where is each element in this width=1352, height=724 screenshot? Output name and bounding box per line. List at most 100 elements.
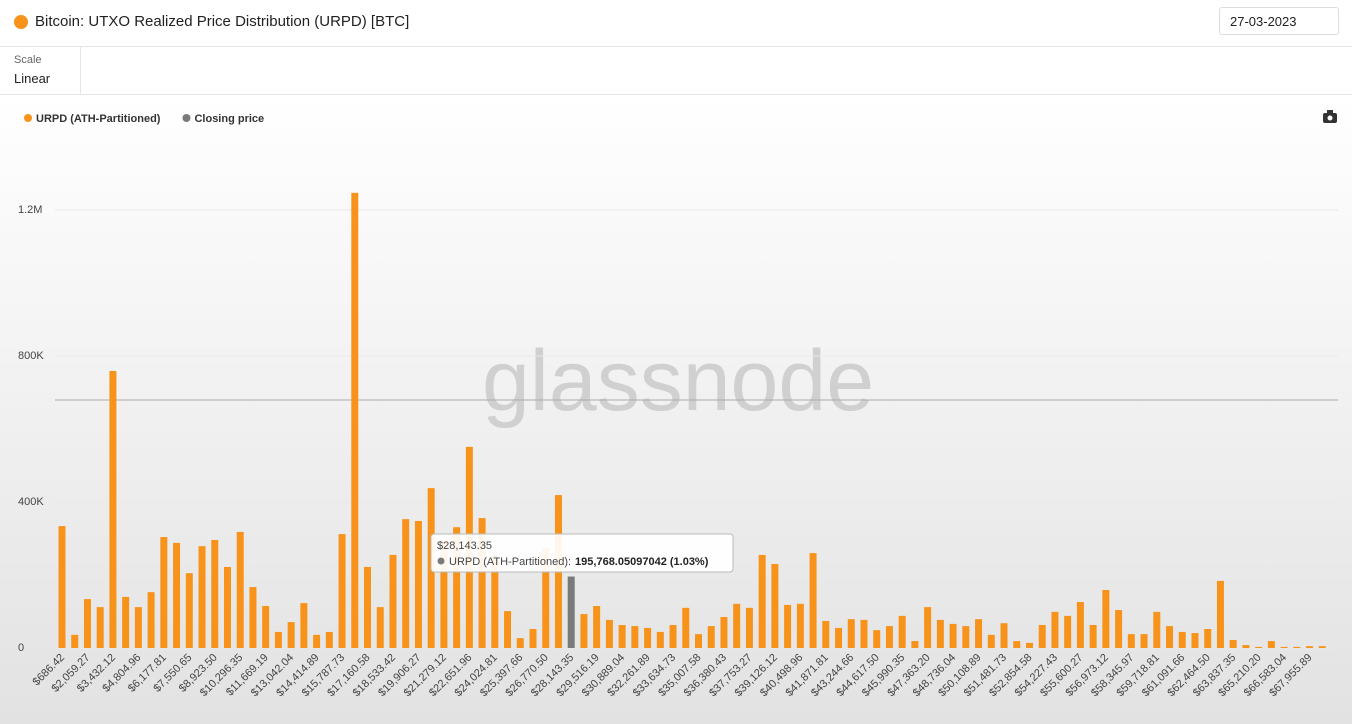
scale-label: Scale — [14, 54, 42, 66]
bar — [707, 626, 715, 648]
tooltip-series: URPD (ATH-Partitioned): — [449, 556, 571, 568]
bar — [389, 554, 397, 648]
scale-selector[interactable]: Scale Linear — [0, 47, 81, 94]
bar — [771, 564, 779, 648]
bar — [516, 638, 524, 648]
bar — [860, 619, 868, 648]
y-tick-label: 800K — [18, 350, 44, 362]
bar — [236, 531, 244, 648]
bar — [1038, 625, 1046, 648]
bar — [1140, 634, 1148, 648]
bar — [198, 546, 206, 648]
bar — [376, 607, 384, 648]
bar — [1318, 646, 1326, 648]
bar — [1025, 642, 1033, 648]
bar — [733, 603, 741, 648]
bar — [1115, 610, 1123, 648]
bar — [1178, 631, 1186, 648]
bar — [936, 619, 944, 648]
bar — [1051, 611, 1059, 648]
camera-icon[interactable] — [1323, 110, 1337, 123]
bar — [414, 520, 422, 648]
bar — [122, 596, 130, 648]
bar — [745, 607, 753, 648]
bar — [262, 606, 270, 648]
bar — [1229, 639, 1237, 648]
btc-logo — [14, 15, 28, 29]
legend-label: URPD (ATH-Partitioned) — [36, 113, 161, 125]
y-tick-label: 400K — [18, 496, 44, 508]
bar — [83, 599, 91, 648]
bar — [1267, 641, 1275, 648]
y-tick-label: 0 — [18, 642, 24, 654]
bar — [873, 630, 881, 648]
bar — [695, 634, 702, 648]
bar — [593, 606, 601, 648]
bar — [440, 539, 448, 648]
bar — [847, 619, 855, 648]
bar — [1000, 623, 1008, 648]
legend-label: Closing price — [194, 113, 264, 125]
bar — [1204, 629, 1212, 648]
bar — [402, 519, 410, 648]
bar — [1216, 580, 1224, 648]
bar — [975, 619, 983, 648]
bar — [605, 619, 613, 648]
bar — [669, 625, 677, 648]
bar — [1191, 633, 1199, 648]
bar — [1153, 611, 1161, 648]
bar — [274, 631, 282, 648]
watermark: glassnode — [482, 333, 874, 429]
tooltip-box — [430, 533, 734, 573]
bar — [949, 623, 957, 648]
bar — [885, 626, 893, 648]
bar — [529, 629, 537, 648]
bar — [682, 607, 690, 648]
divider — [0, 94, 1352, 95]
tooltip-value: 195,768.05097042 (1.03%) — [575, 556, 709, 568]
bar — [185, 573, 193, 648]
bar — [962, 626, 970, 648]
bar — [567, 576, 575, 648]
bar — [1255, 646, 1263, 648]
bar — [1102, 589, 1110, 648]
chart-title: Bitcoin: UTXO Realized Price Distributio… — [35, 13, 410, 30]
bar — [223, 566, 231, 648]
bar — [809, 553, 817, 648]
bar — [71, 634, 79, 648]
bar — [1076, 602, 1084, 648]
bar — [1064, 615, 1072, 648]
bar — [784, 604, 792, 648]
bar — [300, 603, 308, 648]
bar — [924, 607, 932, 648]
bar — [109, 370, 117, 648]
bar — [211, 539, 219, 648]
bar — [1127, 634, 1135, 648]
bar — [249, 587, 257, 648]
bar — [796, 603, 804, 648]
bar — [491, 554, 499, 648]
bar — [822, 620, 830, 648]
bar — [1280, 646, 1288, 648]
bar — [644, 627, 652, 648]
bar — [287, 622, 295, 648]
bar — [542, 547, 550, 648]
legend-marker — [182, 114, 191, 122]
bar — [58, 526, 66, 648]
date-picker[interactable]: 27-03-2023 — [1219, 7, 1339, 35]
bar — [478, 518, 486, 648]
tooltip-marker — [437, 557, 445, 565]
bar — [835, 627, 843, 648]
tooltip-title: $28,143.35 — [437, 540, 492, 552]
y-tick-label: 1.2M — [18, 204, 42, 216]
bar — [160, 537, 168, 648]
bar — [631, 626, 639, 648]
scale-value: Linear — [14, 71, 51, 86]
bar — [1293, 646, 1301, 648]
bar — [898, 615, 906, 648]
bar — [1166, 626, 1174, 648]
bar — [1089, 625, 1097, 648]
bar — [351, 192, 359, 648]
